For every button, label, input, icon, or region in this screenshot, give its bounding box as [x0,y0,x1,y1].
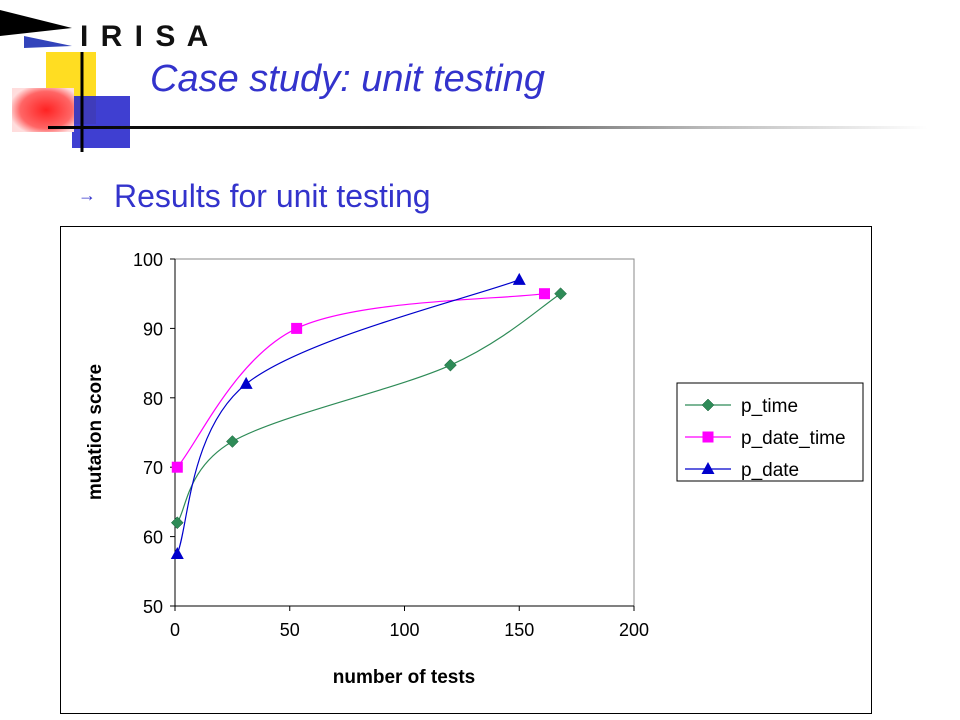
logo-red-square [12,88,74,132]
bullet-item: → Results for unit testing [78,178,431,215]
bullet-text: Results for unit testing [114,178,431,214]
x-tick-label: 0 [170,620,180,640]
data-point-p_date_time [538,288,550,300]
y-tick-label: 60 [143,528,163,548]
x-tick-label: 200 [619,620,649,640]
arrow-icon: → [78,185,96,205]
irisa-logo: I R I S A [0,10,210,152]
legend-marker-p_date_time [702,431,714,443]
y-tick-label: 90 [143,319,163,339]
data-point-p_date [239,376,253,389]
x-tick-label: 50 [280,620,300,640]
logo-blue-wedge [24,36,72,48]
data-point-p_date_time [291,322,303,334]
logo-black-wedge [0,10,72,36]
y-tick-label: 70 [143,458,163,478]
y-tick-label: 50 [143,597,163,617]
data-point-p_time [554,287,567,301]
title-underline [48,126,928,129]
y-tick-label: 100 [133,250,163,270]
data-point-p_time [226,435,239,448]
series-markers [170,272,567,559]
legend-label-p_date: p_date [741,460,799,481]
plot-area [174,258,635,607]
data-point-p_date [512,272,526,285]
logo-text: I R I S A [80,20,210,53]
data-point-p_date_time [171,461,183,473]
data-point-p_time [170,516,184,530]
series-line-p_time [176,293,561,524]
x-tick-label: 100 [389,620,419,640]
chart-frame: 50 60 70 80 90 100 0 50 100 150 200 number of test… [60,226,872,714]
y-axis-label: mutation score [85,364,106,500]
y-tick-label: 80 [143,389,163,409]
legend: p_time p_date_time p_date [676,382,864,482]
axes: 50 60 70 80 90 100 0 50 100 150 200 [133,250,649,640]
data-point-p_date [170,546,184,559]
slide-title: Case study: unit testing [150,58,545,100]
mutation-score-chart: 50 60 70 80 90 100 0 50 100 150 200 number of test… [85,250,864,688]
data-point-p_time [444,358,457,372]
legend-marker-p_time [701,398,715,412]
series-line-p_date [176,279,520,555]
legend-label-p_date_time: p_date_time [741,428,846,449]
x-tick-label: 150 [504,620,534,640]
legend-marker-p_date [701,462,715,474]
legend-label-p_time: p_time [741,396,798,417]
x-axis-label: number of tests [333,667,476,688]
